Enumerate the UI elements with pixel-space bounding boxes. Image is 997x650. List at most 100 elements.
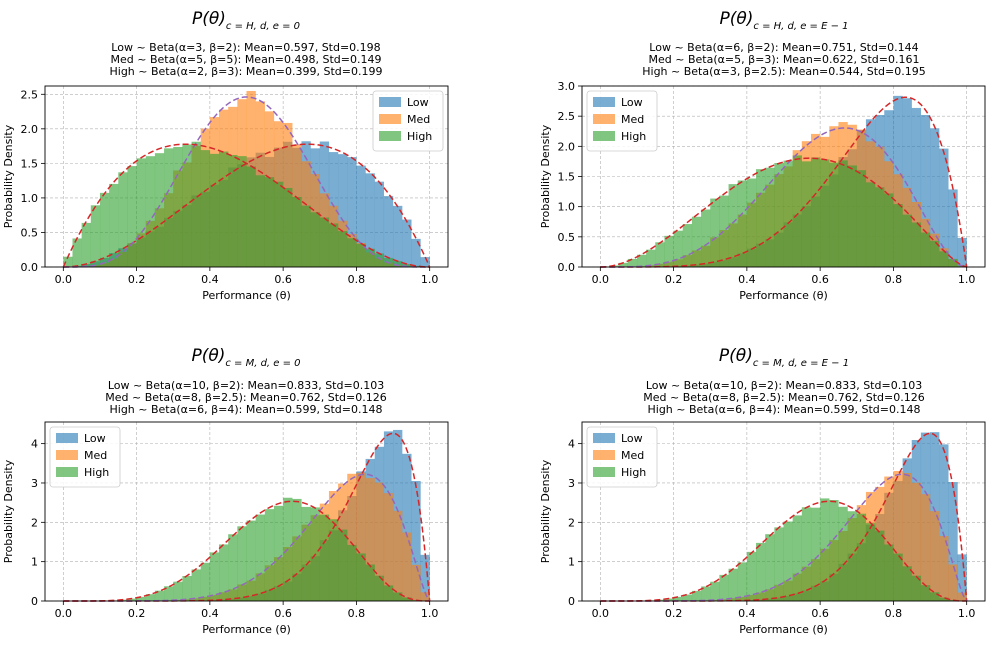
legend-swatch-low [56,433,78,443]
x-axis-label: Performance (θ) [202,623,291,636]
histogram-bar [347,238,356,267]
y-tick-label: 2 [568,516,575,529]
legend-swatch-med [56,450,78,460]
histogram-bar [829,500,838,601]
x-tick-label: 1.0 [958,273,976,286]
y-tick-label: 2.0 [558,140,576,153]
y-tick-label: 0.5 [558,231,576,244]
x-tick-label: 0.6 [811,607,829,620]
x-tick-label: 0.0 [592,607,610,620]
histogram-bar [719,196,728,267]
y-tick-label: 2 [31,516,38,529]
histogram-bar [146,156,155,267]
x-tick-label: 0.4 [738,273,756,286]
chart-title-main: P(θ) [192,9,226,29]
y-tick-label: 0.0 [558,261,576,274]
histogram-bar [292,499,301,601]
x-tick-label: 1.0 [958,607,976,620]
y-tick-label: 1 [31,556,38,569]
histogram-bar [228,155,237,267]
histogram-bar [72,238,81,267]
legend-swatch-high [593,467,615,477]
legend-label-high: High [407,130,432,143]
histogram-bar [884,544,893,601]
x-tick-label: 0.2 [128,273,146,286]
histogram-bar [683,224,692,267]
histogram-bar [118,172,127,267]
histogram-bar [701,209,710,267]
x-tick-label: 1.0 [421,273,439,286]
histogram-bar [893,554,902,601]
histogram-bar [82,223,91,267]
histogram-bar [91,205,100,267]
histogram-bar [201,563,210,601]
legend-label-low: Low [621,432,643,445]
histogram-bar [829,163,838,267]
histogram-bar [127,166,136,267]
histogram-bar [903,566,912,601]
legend-label-low: Low [621,96,643,109]
y-tick-label: 0.5 [21,226,39,239]
y-tick-label: 0 [31,595,38,608]
histogram-bar [274,182,283,267]
x-tick-label: 0.0 [55,273,73,286]
histogram-bar [375,253,384,267]
histogram-bar [838,160,847,267]
y-tick-label: 2.5 [21,88,39,101]
histogram-bar [192,569,201,601]
x-tick-label: 0.6 [811,273,829,286]
histogram-bar [756,543,765,601]
histogram-bar [393,206,402,267]
chart-title: P(θ)c = M, d, e = 0 [191,346,300,369]
y-tick-label: 3 [568,477,575,490]
histogram-bar [384,585,393,601]
histogram-bar [646,250,655,267]
histogram-bar [875,187,884,267]
legend-swatch-high [56,467,78,477]
histogram-bar [884,193,893,267]
histogram-bar [356,553,365,601]
histogram-bar [747,179,756,267]
histogram-bar [137,158,146,267]
y-axis-label: Probability Density [539,459,552,563]
chart-title-subscript: c = H, d, e = E − 1 [753,21,848,32]
legend-swatch-low [593,97,615,107]
histogram-bar [292,197,301,267]
legend-label-med: Med [407,113,430,126]
histogram-bar [393,511,402,601]
y-tick-label: 1.0 [21,192,39,205]
chart-subtitle-line: High ~ Beta(α=2, β=3): Mean=0.399, Std=0… [110,65,383,78]
x-tick-label: 0.8 [348,273,366,286]
y-tick-label: 1.5 [558,171,576,184]
histogram-bar [192,142,201,267]
histogram-bar [802,507,811,601]
histogram-bar [219,152,228,267]
histogram-bar [301,507,310,601]
x-axis-label: Performance (θ) [739,289,828,302]
x-tick-label: 0.0 [592,273,610,286]
legend-label-high: High [621,130,646,143]
x-tick-label: 0.2 [665,273,683,286]
histogram-bar [164,148,173,267]
y-tick-label: 3.0 [558,80,576,93]
histogram-bar [848,511,857,601]
x-tick-label: 0.0 [55,607,73,620]
histogram-bar [912,223,921,267]
chart-title-main: P(θ) [191,346,225,366]
chart-title-subscript: c = M, d, e = E − 1 [753,358,849,369]
histogram-bar [903,215,912,267]
histogram-bar [329,223,338,267]
histogram-bar [256,175,265,267]
chart-title-main: P(θ) [719,9,753,29]
histogram-bar [393,592,402,601]
histogram-bar [237,156,246,267]
histogram-bar [719,575,728,601]
histogram-bar [774,163,783,267]
